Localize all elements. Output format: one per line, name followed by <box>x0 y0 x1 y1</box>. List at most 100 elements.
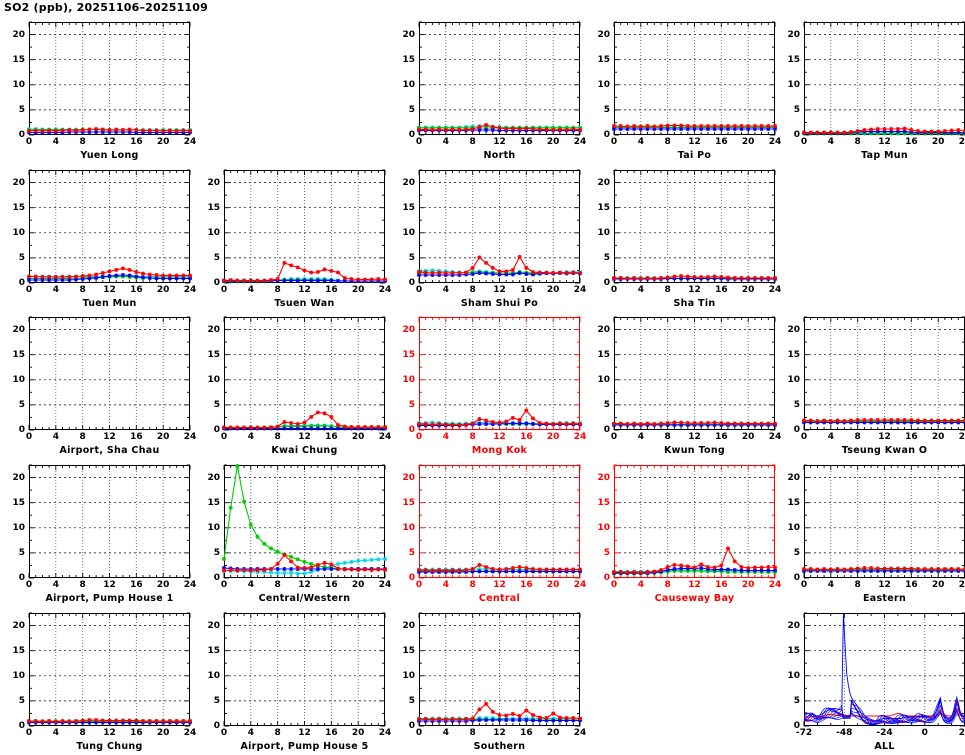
y-tick-label: 15 <box>597 497 610 508</box>
panel-sham-shui-po: 0 5 10 15 20 0 4 8 12 16 20 24 Sham Shui Po <box>402 169 586 309</box>
x-tick-label: 0 <box>610 580 618 590</box>
y-tick-label: 10 <box>787 670 800 681</box>
y-tick-label: 0 <box>408 425 415 435</box>
x-tick-label: 0 <box>25 285 33 295</box>
y-tick-label: 10 <box>207 227 220 238</box>
y-tick-label: 10 <box>597 522 610 533</box>
x-tick-label: 0 <box>610 137 618 147</box>
y-tick-label: 10 <box>402 374 415 385</box>
y-tick-label: 5 <box>213 695 220 706</box>
y-tick-label: 10 <box>402 227 415 238</box>
x-tick-label: 20 <box>546 285 560 295</box>
y-tick-label: 20 <box>787 620 800 631</box>
x-tick-label: 4 <box>827 580 834 590</box>
x-tick-label: 4 <box>52 137 59 147</box>
x-tick-label: 24 <box>768 580 782 590</box>
y-tick-label: 10 <box>787 79 800 90</box>
x-tick-label: 16 <box>130 432 143 442</box>
x-tick-label: 12 <box>493 137 506 147</box>
y-tick-label: 15 <box>402 645 415 656</box>
panel-sha-tin: 0 5 10 15 20 0 4 8 12 16 20 24 Sha Tin <box>597 169 781 309</box>
y-tick-label: 10 <box>597 79 610 90</box>
x-tick-label: 24 <box>958 137 965 147</box>
y-tick-label: 0 <box>213 425 220 435</box>
x-tick-label: 0 <box>415 285 423 295</box>
y-tick-label: 5 <box>408 547 415 558</box>
x-tick-label: 20 <box>931 580 945 590</box>
x-tick-label: 8 <box>79 137 86 147</box>
x-tick-label: 16 <box>325 728 338 738</box>
x-tick-label: 24 <box>958 580 965 590</box>
panel-central: 0 5 10 15 20 0 4 8 12 16 20 24 Central <box>402 464 586 604</box>
panel-causeway-bay: 0 5 10 15 20 0 4 8 12 16 20 24 Causeway Bay <box>597 464 781 604</box>
x-tick-label: 12 <box>103 285 116 295</box>
plot-canvas <box>612 316 777 431</box>
x-tick-label: 8 <box>664 137 671 147</box>
x-tick-label: 20 <box>156 137 170 147</box>
y-tick-label: 5 <box>213 252 220 263</box>
y-tick-label: 20 <box>597 324 610 335</box>
y-tick-label: 15 <box>597 54 610 65</box>
panel-title: Central/Western <box>258 593 351 604</box>
x-tick-label: 16 <box>905 580 918 590</box>
x-tick-label: 8 <box>79 580 86 590</box>
x-tick-label: 4 <box>247 432 254 442</box>
x-tick-label: 12 <box>298 728 311 738</box>
x-tick-label: 8 <box>469 285 476 295</box>
plot-canvas <box>612 21 777 136</box>
y-tick-label: 5 <box>408 399 415 410</box>
y-tick-label: 15 <box>207 202 220 213</box>
x-tick-label: -72 <box>795 728 813 738</box>
plot-canvas <box>223 612 386 727</box>
x-tick-label: 0 <box>610 285 618 295</box>
x-tick-label: 0 <box>921 728 928 738</box>
x-tick-label: 12 <box>298 432 311 442</box>
plot-canvas <box>27 169 192 284</box>
y-tick-label: 10 <box>402 670 415 681</box>
y-tick-label: 10 <box>12 670 25 681</box>
y-tick-label: 15 <box>787 645 800 656</box>
y-tick-label: 5 <box>18 252 25 263</box>
y-tick-label: 10 <box>207 522 220 533</box>
y-tick-label: 0 <box>793 130 800 140</box>
x-tick-label: 24 <box>768 285 782 295</box>
y-tick-label: 15 <box>12 645 25 656</box>
x-tick-label: 4 <box>442 137 449 147</box>
x-tick-label: 0 <box>415 137 423 147</box>
x-tick-label: 4 <box>442 285 449 295</box>
x-tick-label: 12 <box>103 728 116 738</box>
plot-canvas <box>803 612 965 727</box>
y-tick-label: 0 <box>213 573 220 583</box>
x-tick-label: 16 <box>130 285 143 295</box>
x-tick-label: 16 <box>715 580 728 590</box>
x-tick-label: 12 <box>493 432 506 442</box>
x-tick-label: 16 <box>715 285 728 295</box>
y-tick-label: 0 <box>18 573 25 583</box>
y-tick-label: 0 <box>18 278 25 288</box>
x-tick-label: 16 <box>325 432 338 442</box>
y-tick-label: 20 <box>597 472 610 483</box>
y-tick-label: 20 <box>402 324 415 335</box>
y-tick-label: 15 <box>207 497 220 508</box>
x-tick-label: 24 <box>183 137 197 147</box>
plot-canvas <box>27 21 192 136</box>
panel-title: Kwun Tong <box>664 445 725 456</box>
x-tick-label: 24 <box>378 580 392 590</box>
panel-yuen-long: 0 5 10 15 20 0 4 8 12 16 20 24 Yuen Long <box>12 21 196 161</box>
panel-tai-po: 0 5 10 15 20 0 4 8 12 16 20 24 Tai Po <box>597 21 781 161</box>
panel-title: ALL <box>874 741 895 752</box>
x-tick-label: 24 <box>183 285 197 295</box>
y-tick-label: 5 <box>18 695 25 706</box>
x-tick-label: 4 <box>637 432 644 442</box>
x-tick-label: 20 <box>546 432 560 442</box>
y-tick-label: 20 <box>787 29 800 40</box>
panel-title: Airport, Pump House 5 <box>240 741 369 752</box>
y-tick-label: 5 <box>408 695 415 706</box>
panel-tap-mun: 0 5 10 15 20 0 4 8 12 16 20 24 Tap Mun <box>787 21 965 161</box>
x-tick-label: 8 <box>274 580 281 590</box>
plot-canvas <box>222 169 387 284</box>
page-title: SO2 (ppb), 20251106–20251109 <box>4 1 209 14</box>
x-tick-label: 12 <box>493 285 506 295</box>
x-tick-label: 4 <box>52 285 59 295</box>
x-tick-label: 16 <box>520 432 533 442</box>
